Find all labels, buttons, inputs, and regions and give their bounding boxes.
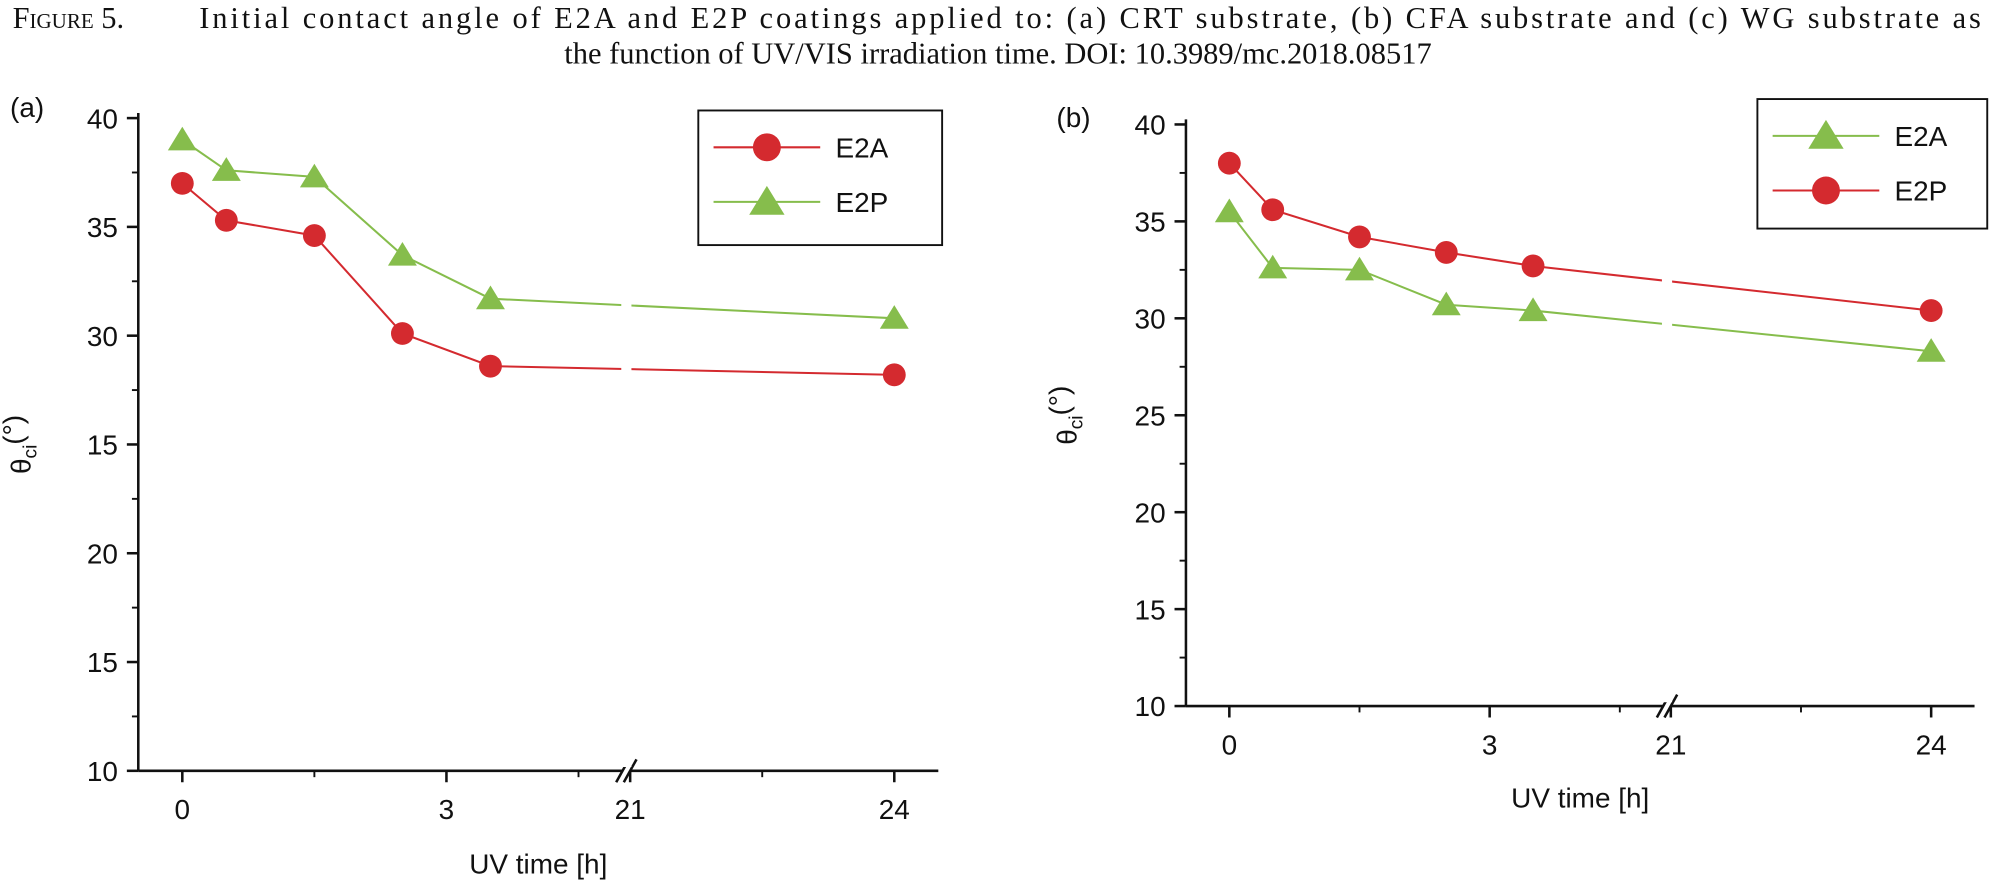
break-gap <box>621 118 632 768</box>
data-point <box>302 224 326 248</box>
data-point <box>479 354 502 378</box>
data-point <box>1434 240 1458 264</box>
y-tick-label: 35 <box>1135 207 1166 238</box>
y-label-symbol: θ <box>1052 429 1083 445</box>
x-tick-label: 21 <box>615 794 646 825</box>
caption-label: Figure 5. <box>13 1 125 35</box>
caption-line: Initial contact angle of E2A and E2P coa… <box>199 1 1981 35</box>
x-tick-label: 3 <box>1482 729 1498 760</box>
data-point <box>211 157 241 181</box>
panel-label: (b) <box>1056 102 1090 133</box>
data-point <box>1431 291 1461 316</box>
y-label-sub: ci <box>1066 415 1087 429</box>
y-tick-label: 25 <box>1135 400 1166 431</box>
x-tick-label: 24 <box>879 794 910 825</box>
y-tick-label: 20 <box>87 538 118 569</box>
y-tick-label: 40 <box>1135 110 1166 141</box>
y-tick-label: 10 <box>87 756 118 787</box>
y-label-unit: (°) <box>1043 386 1074 416</box>
legend-marker <box>752 133 781 162</box>
series-line <box>181 139 895 320</box>
data-point <box>1258 254 1288 279</box>
legend-box <box>697 109 944 247</box>
data-point <box>1217 151 1241 175</box>
legend-marker <box>1811 176 1840 205</box>
data-point <box>170 171 194 195</box>
y-axis-label: θci(°) <box>1043 386 1087 445</box>
y-tick-label: 10 <box>1135 691 1166 722</box>
y-tick-label: 15 <box>87 647 118 678</box>
data-point <box>167 126 197 151</box>
y-tick-label: 20 <box>1135 497 1166 528</box>
caption-line: the function of UV/VIS irradiation time.… <box>564 36 1431 70</box>
data-point <box>1261 198 1285 222</box>
data-point <box>1521 254 1545 278</box>
legend-label: E2A <box>1895 121 1948 152</box>
x-axis-label: UV time [h] <box>469 849 607 880</box>
legend-box <box>1756 98 1989 230</box>
data-point <box>1345 256 1374 281</box>
data-point <box>387 242 417 266</box>
data-point <box>882 363 906 387</box>
data-point <box>1919 299 1943 322</box>
x-tick-label: 24 <box>1916 729 1947 760</box>
legend-marker <box>749 185 785 215</box>
data-point <box>1518 297 1548 322</box>
y-tick-label: 15 <box>87 430 118 461</box>
legend-label: E2P <box>835 187 888 218</box>
break-gap <box>1661 124 1673 703</box>
y-label-sub: ci <box>20 445 41 459</box>
data-point <box>879 305 909 329</box>
y-tick-label: 40 <box>87 103 118 134</box>
x-tick-label: 0 <box>175 794 191 825</box>
x-tick-label: 0 <box>1222 729 1238 760</box>
data-point <box>299 163 329 188</box>
data-point <box>1916 338 1946 362</box>
x-tick-label: 21 <box>1655 729 1686 760</box>
x-axis-label: UV time [h] <box>1511 783 1649 814</box>
data-point <box>1214 198 1244 223</box>
panel-label: (a) <box>10 92 44 123</box>
legend-marker <box>1808 119 1844 149</box>
y-tick-label: 35 <box>87 212 118 243</box>
legend-label: E2A <box>835 132 888 163</box>
y-label-unit: (°) <box>0 415 28 445</box>
series-line <box>1228 211 1932 353</box>
data-point <box>1348 225 1371 249</box>
y-tick-label: 30 <box>87 321 118 352</box>
data-point <box>214 208 238 232</box>
y-tick-label: 15 <box>1135 594 1166 625</box>
y-axis-label: θci(°) <box>0 415 41 474</box>
legend-label: E2P <box>1895 176 1948 207</box>
data-point <box>476 285 505 310</box>
y-tick-label: 30 <box>1135 303 1166 334</box>
x-tick-label: 3 <box>439 794 455 825</box>
data-point <box>390 322 414 345</box>
y-label-symbol: θ <box>5 458 36 474</box>
